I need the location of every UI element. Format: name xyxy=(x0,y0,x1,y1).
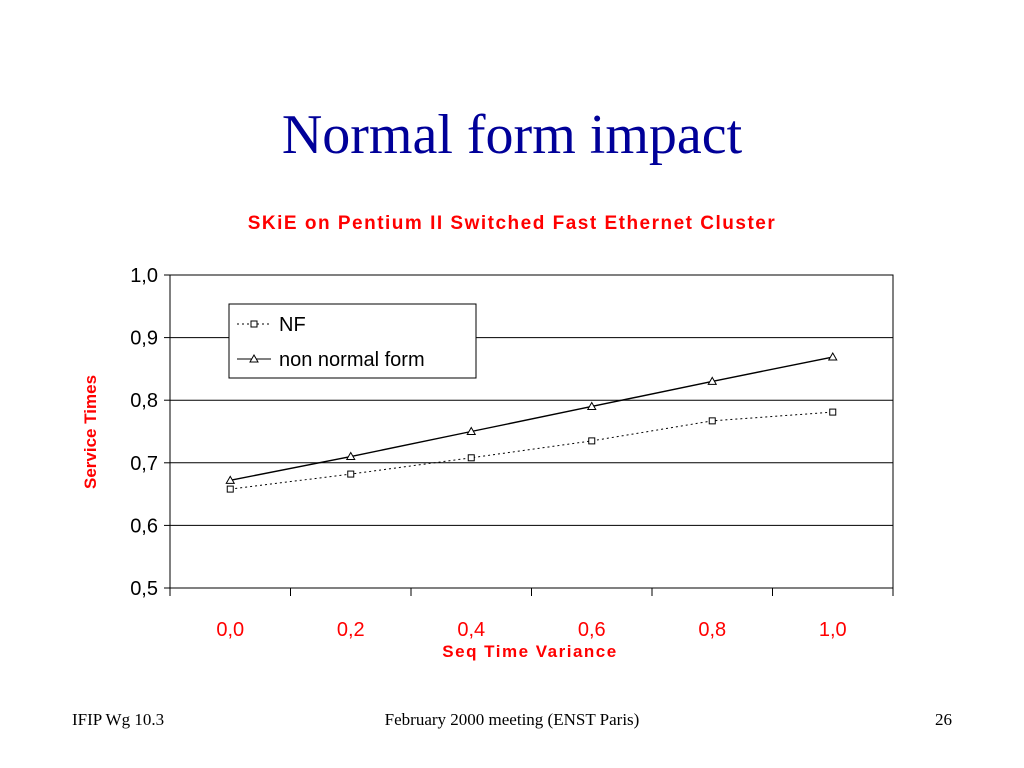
legend-label-0: NF xyxy=(279,314,306,336)
footer-left: IFIP Wg 10.3 xyxy=(72,710,165,729)
marker-triangle xyxy=(466,426,477,435)
marker-triangle xyxy=(827,351,838,361)
series-line-1 xyxy=(230,356,833,482)
y-tick-label: 0,7 xyxy=(130,453,158,475)
series-line-0 xyxy=(230,411,833,490)
legend-box xyxy=(228,303,477,379)
axes: 0,5 0,6 0,7 0,8 0,9 1,0 0,0 0,2 0,4 0,6 0,8 1,0 xyxy=(130,265,894,641)
x-tick-label: 1,0 xyxy=(819,619,847,641)
marker-triangle xyxy=(345,451,356,461)
marker-square xyxy=(347,470,355,478)
marker-square xyxy=(467,454,475,462)
page-number: 26 xyxy=(935,710,952,729)
y-tick-label: 0,9 xyxy=(130,328,158,350)
x-tick-label: 0,8 xyxy=(698,619,726,641)
legend-label-1: non normal form xyxy=(279,349,425,371)
y-tick-label: 0,6 xyxy=(130,515,158,537)
marker-triangle xyxy=(249,353,259,363)
x-tick-label: 0,2 xyxy=(337,619,365,641)
series xyxy=(225,351,838,493)
service-times-chart: SKiE on Pentium II Switched Fast Etherne… xyxy=(81,213,894,661)
x-tick-label: 0,0 xyxy=(216,619,244,641)
slide-title: Normal form impact xyxy=(281,104,743,166)
y-tick-label: 1,0 xyxy=(130,265,158,287)
marker-square xyxy=(829,408,837,416)
marker-square xyxy=(708,417,716,425)
footer-center: February 2000 meeting (ENST Paris) xyxy=(384,710,640,729)
marker-triangle xyxy=(586,401,597,410)
x-axis-label: Seq Time Variance xyxy=(442,642,617,661)
x-tick-label: 0,6 xyxy=(578,619,606,641)
marker-square xyxy=(226,485,234,493)
legend: NF non normal form xyxy=(228,303,477,379)
y-tick-label: 0,8 xyxy=(130,390,158,412)
marker-square xyxy=(588,437,596,445)
marker-square xyxy=(250,320,258,328)
marker-triangle xyxy=(225,475,236,484)
marker-triangle xyxy=(707,376,718,385)
chart-title: SKiE on Pentium II Switched Fast Etherne… xyxy=(248,213,777,234)
y-axis-label: Service Times xyxy=(81,375,100,489)
y-tick-label: 0,5 xyxy=(130,578,158,600)
x-tick-label: 0,4 xyxy=(457,619,485,641)
